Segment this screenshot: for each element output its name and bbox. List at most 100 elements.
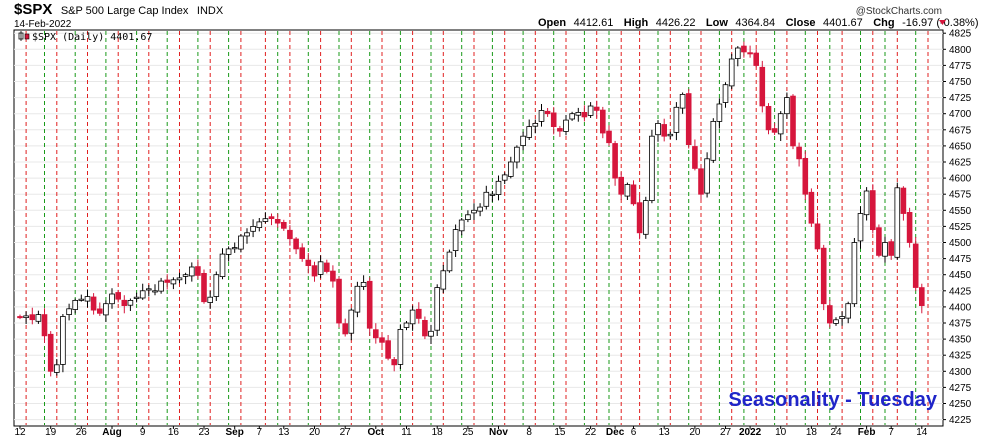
candle-body (863, 190, 870, 216)
svg-text:Open 4412.61 High: Open 4412.61 High 4426.22 Low 4364.84 Cl… (538, 13, 979, 30)
y-tick-label: 4275 (949, 383, 972, 394)
low-label: Low (706, 17, 728, 29)
candle-body (777, 113, 784, 135)
x-tick-label: 10 (775, 427, 787, 438)
y-tick-label: 4400 (949, 302, 972, 313)
candle-body (790, 95, 796, 147)
candle (170, 277, 177, 290)
candle (612, 140, 618, 186)
candle (219, 248, 226, 280)
candle-body (84, 296, 91, 302)
candle-body (115, 292, 122, 300)
candle (544, 108, 551, 117)
candle-body (845, 303, 851, 319)
candle-body (170, 279, 177, 285)
candle (458, 218, 465, 236)
candle (538, 104, 545, 127)
candle-body (97, 308, 103, 314)
candle (23, 311, 29, 324)
candle (704, 152, 710, 198)
y-tick-label: 4700 (949, 109, 972, 120)
y-tick-label: 4825 (949, 29, 972, 40)
candle (600, 106, 606, 139)
candle-body (360, 281, 367, 287)
candle-body (225, 248, 232, 255)
candle (882, 236, 888, 263)
candle (188, 262, 195, 282)
x-tick-label: 22 (585, 427, 597, 438)
x-tick-label: Dec (606, 427, 625, 438)
candle-body (317, 261, 324, 275)
x-tick-label: 6 (631, 427, 637, 438)
candle-body (66, 308, 72, 315)
candle-body (612, 143, 618, 179)
candle-body (796, 146, 802, 160)
candle-body (41, 314, 48, 337)
candle-body (906, 211, 913, 243)
candle (225, 246, 232, 262)
candle (906, 207, 913, 248)
legend: $SPX (Daily) 4401.67 (18, 31, 152, 43)
candle-body (379, 337, 385, 343)
candle-body (293, 238, 299, 250)
candle-body (526, 126, 532, 138)
candle (35, 310, 42, 324)
x-tick-label: 20 (309, 427, 321, 438)
candle-body (888, 241, 894, 256)
candle (557, 125, 563, 137)
candle (667, 131, 674, 140)
candle-body (814, 223, 821, 250)
candle (845, 301, 851, 324)
candle-body (606, 130, 612, 144)
candle-body (870, 190, 876, 231)
x-tick-label: 20 (689, 427, 701, 438)
candle-body (747, 52, 753, 55)
candle-body (550, 112, 557, 128)
x-axis: 12 19 26 Aug 9 16 23 Sep 7 13 20 27 Oct 11 18 25 Nov 8 15 2… (14, 426, 928, 438)
candle-body (649, 135, 655, 201)
candle (495, 175, 502, 201)
candle (520, 131, 526, 151)
candle (814, 217, 821, 251)
candle (759, 60, 766, 113)
candle-body (158, 280, 164, 292)
candle-body (280, 221, 287, 229)
candle (728, 53, 735, 90)
candle (655, 120, 661, 142)
candle (348, 308, 355, 341)
candle (366, 277, 373, 336)
candle (894, 182, 901, 260)
candle (354, 281, 361, 318)
candle-body (698, 168, 704, 195)
x-tick-label: Sep (226, 427, 244, 438)
x-tick-label: 13 (278, 427, 290, 438)
candle-body (735, 47, 741, 60)
candle-body (630, 184, 637, 205)
x-tick-label: 12 (14, 427, 26, 438)
candle (268, 213, 275, 226)
candle (164, 274, 171, 290)
candle (790, 94, 796, 150)
candle (72, 298, 79, 314)
candle (888, 239, 894, 260)
candle-body (673, 106, 680, 133)
candle (465, 210, 471, 223)
y-tick-label: 4725 (949, 93, 972, 104)
candle-body (894, 187, 901, 258)
candle (820, 244, 827, 311)
candle-body (600, 109, 606, 134)
candle-body (23, 315, 29, 318)
candle-body (127, 299, 134, 306)
candle (127, 298, 134, 311)
candle (833, 317, 839, 326)
candle-body (72, 299, 79, 310)
chart-header: $SPX S&P 500 Large Cap Index INDX 14-Feb… (14, 1, 979, 30)
candle (385, 335, 391, 361)
candle-body (876, 227, 882, 256)
candle (477, 203, 483, 217)
candle-body (520, 135, 526, 146)
candle-body (655, 123, 661, 136)
candle-body (372, 329, 379, 339)
candle (839, 311, 845, 326)
candle-body (385, 340, 391, 359)
